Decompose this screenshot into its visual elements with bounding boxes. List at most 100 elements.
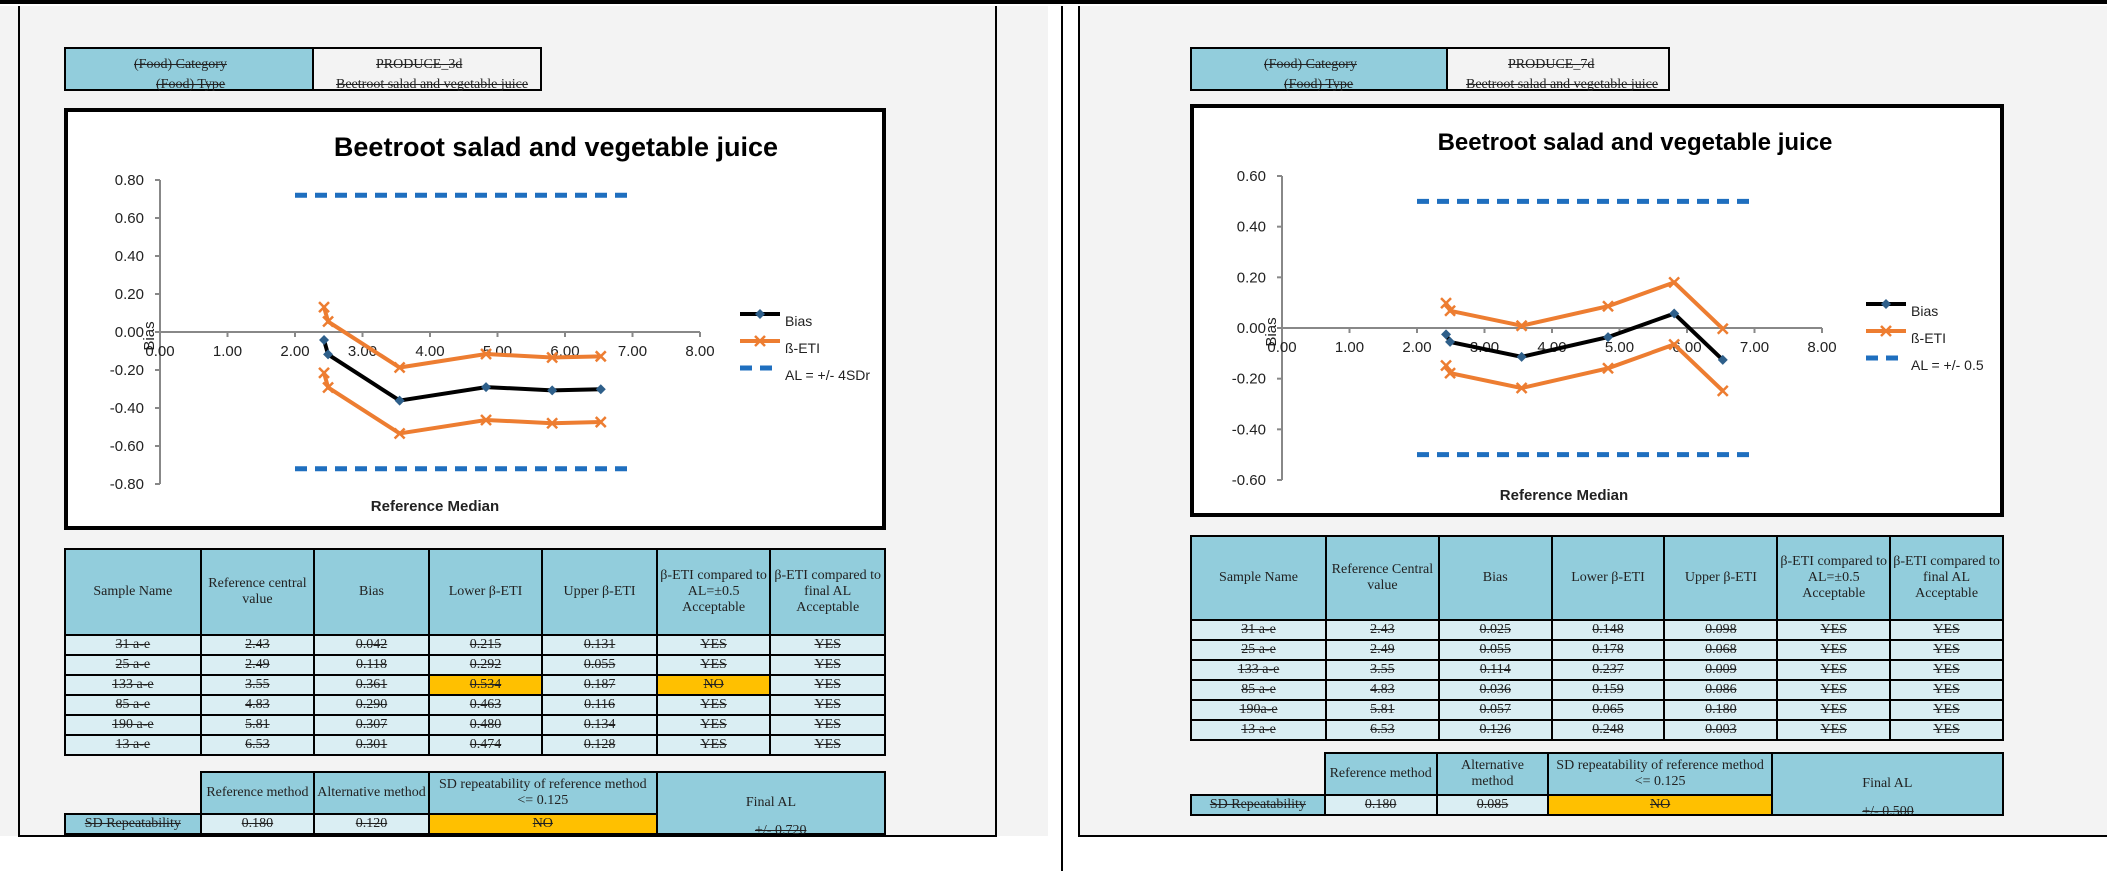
left-table-header-row: Sample Name Reference central value Bias… xyxy=(65,549,885,635)
right-cell: 2.49 xyxy=(1326,640,1439,660)
left-sd-th-ref: Reference method xyxy=(201,772,315,814)
eti-series-line xyxy=(324,373,601,434)
x-tick-label: 8.00 xyxy=(685,343,714,360)
right-sheet-border-bottom xyxy=(1078,835,2107,837)
left-cell: 13 a-e xyxy=(65,735,201,755)
right-table-header-row: Sample Name Reference Central value Bias… xyxy=(1191,536,2003,620)
legend-eti-label: ß-ETI xyxy=(1911,330,1946,346)
left-cell: 85 a-e xyxy=(65,695,201,715)
left-sheet-border-right xyxy=(995,6,997,836)
right-cell: 0.003 xyxy=(1664,720,1777,740)
left-cell: YES xyxy=(770,735,885,755)
left-cell: 0.307 xyxy=(314,715,429,735)
right-cell: YES xyxy=(1777,680,1890,700)
x-tick-label: 2.00 xyxy=(1402,339,1431,356)
legend-bias-label: Bias xyxy=(1911,303,1938,319)
left-cell: 190 a-e xyxy=(65,715,201,735)
left-cell: 0.042 xyxy=(314,635,429,655)
left-results-table: Sample Name Reference central value Bias… xyxy=(64,548,886,756)
left-sd-header-row: Reference method Alternative method SD r… xyxy=(65,772,885,814)
y-tick-label: -0.20 xyxy=(110,362,144,379)
right-cell: 0.180 xyxy=(1664,700,1777,720)
right-cell: 13 a-e xyxy=(1191,720,1326,740)
x-tick-label: 4.00 xyxy=(415,343,444,360)
left-cell: 0.187 xyxy=(542,675,657,695)
left-table-row: 133 a-e 3.55 0.361 0.534 0.187 NO YES xyxy=(65,675,885,695)
bias-point xyxy=(481,382,491,392)
right-cell: YES xyxy=(1777,620,1890,640)
right-cell: YES xyxy=(1777,640,1890,660)
left-table-row: 25 a-e 2.49 0.118 0.292 0.055 YES YES xyxy=(65,655,885,675)
left-table-row: 31 a-e 2.43 0.042 0.215 0.131 YES YES xyxy=(65,635,885,655)
left-cell: 0.361 xyxy=(314,675,429,695)
right-table-row: 25 a-e 2.49 0.055 0.178 0.068 YES YES xyxy=(1191,640,2003,660)
right-cell: 0.098 xyxy=(1664,620,1777,640)
right-sd-final: +/- 0.500 xyxy=(1772,804,2004,820)
right-chart: Beetroot salad and vegetable juice0.600.… xyxy=(1194,108,2000,513)
left-cell: YES xyxy=(770,635,885,655)
right-cell: 6.53 xyxy=(1326,720,1439,740)
right-cell: YES xyxy=(1890,660,2003,680)
right-cell: 4.83 xyxy=(1326,680,1439,700)
left-cell: YES xyxy=(770,675,885,695)
left-cell: 133 a-e xyxy=(65,675,201,695)
left-table-row: 190 a-e 5.81 0.307 0.480 0.134 YES YES xyxy=(65,715,885,735)
right-sd-blank xyxy=(1191,753,1325,795)
right-th-al05: β-ETI compared to AL=±0.5 Acceptable xyxy=(1777,536,1890,620)
y-tick-label: 0.20 xyxy=(1237,269,1266,286)
bias-point xyxy=(547,385,557,395)
left-cell: 0.134 xyxy=(542,715,657,735)
right-table-row: 133 a-e 3.55 0.114 0.237 0.009 YES YES xyxy=(1191,660,2003,680)
right-cell: 133 a-e xyxy=(1191,660,1326,680)
bias-point xyxy=(319,335,329,345)
left-cell: 25 a-e xyxy=(65,655,201,675)
right-cell: 31 a-e xyxy=(1191,620,1326,640)
right-th-sample: Sample Name xyxy=(1191,536,1326,620)
sheet-divider xyxy=(1061,6,1063,871)
legend-al-label: AL = +/- 4SDr xyxy=(785,367,870,383)
right-cell: 0.178 xyxy=(1552,640,1665,660)
legend-bias-marker xyxy=(1881,299,1891,309)
x-tick-label: 8.00 xyxy=(1807,339,1836,356)
right-sd-th-ref: Reference method xyxy=(1325,753,1437,795)
right-chart-frame: Beetroot salad and vegetable juice 0.60 0.… xyxy=(1190,104,2004,517)
left-cell: 0.292 xyxy=(429,655,543,675)
left-th-upper: Upper β-ETI xyxy=(542,549,657,635)
left-sd-final: +/- 0.720 xyxy=(755,823,982,839)
x-tick-label: 7.00 xyxy=(1740,339,1769,356)
right-sd-ref: 0.180 xyxy=(1325,795,1437,815)
left-sd-th-rep: SD repeatability of reference method <= … xyxy=(429,772,657,814)
right-cell: YES xyxy=(1890,700,2003,720)
right-cell: 0.025 xyxy=(1439,620,1552,640)
y-axis-title: Bias xyxy=(1263,317,1280,346)
left-cell: 5.81 xyxy=(201,715,315,735)
x-tick-label: 7.00 xyxy=(618,343,647,360)
legend-eti-label: ß-ETI xyxy=(785,340,820,356)
y-tick-label: -0.40 xyxy=(110,400,144,417)
right-sheet-border-left xyxy=(1078,6,1080,836)
right-cell: YES xyxy=(1890,680,2003,700)
left-sd-alt: 0.120 xyxy=(314,814,429,834)
chart-title: Beetroot salad and vegetable juice xyxy=(334,132,778,162)
y-tick-label: -0.40 xyxy=(1232,421,1266,438)
chart-title: Beetroot salad and vegetable juice xyxy=(1438,129,1833,156)
y-tick-label: -0.80 xyxy=(110,476,144,493)
right-sd-th-alt: Alternative method xyxy=(1437,753,1549,795)
right-cell: 5.81 xyxy=(1326,700,1439,720)
left-chart: Beetroot salad and vegetable juice 0.80 0.… xyxy=(68,112,882,526)
left-cell: 0.480 xyxy=(429,715,543,735)
y-tick-label: -0.60 xyxy=(1232,472,1266,489)
y-tick-label: 0.80 xyxy=(115,172,144,189)
left-cell: 0.215 xyxy=(429,635,543,655)
right-table-row: 190a-e 5.81 0.057 0.065 0.180 YES YES xyxy=(1191,700,2003,720)
right-table-row: 31 a-e 2.43 0.025 0.148 0.098 YES YES xyxy=(1191,620,2003,640)
left-type-label: (Food) Type xyxy=(156,77,225,93)
left-cell: 0.463 xyxy=(429,695,543,715)
y-tick-label: 0.40 xyxy=(1237,219,1266,236)
left-cell: 0.055 xyxy=(542,655,657,675)
y-tick-label: 0.20 xyxy=(115,286,144,303)
left-type-value: Beetroot salad and vegetable juice xyxy=(336,77,528,93)
left-sheet-border-left xyxy=(18,6,20,836)
right-cell: YES xyxy=(1890,720,2003,740)
left-sd-th-alt: Alternative method xyxy=(314,772,429,814)
